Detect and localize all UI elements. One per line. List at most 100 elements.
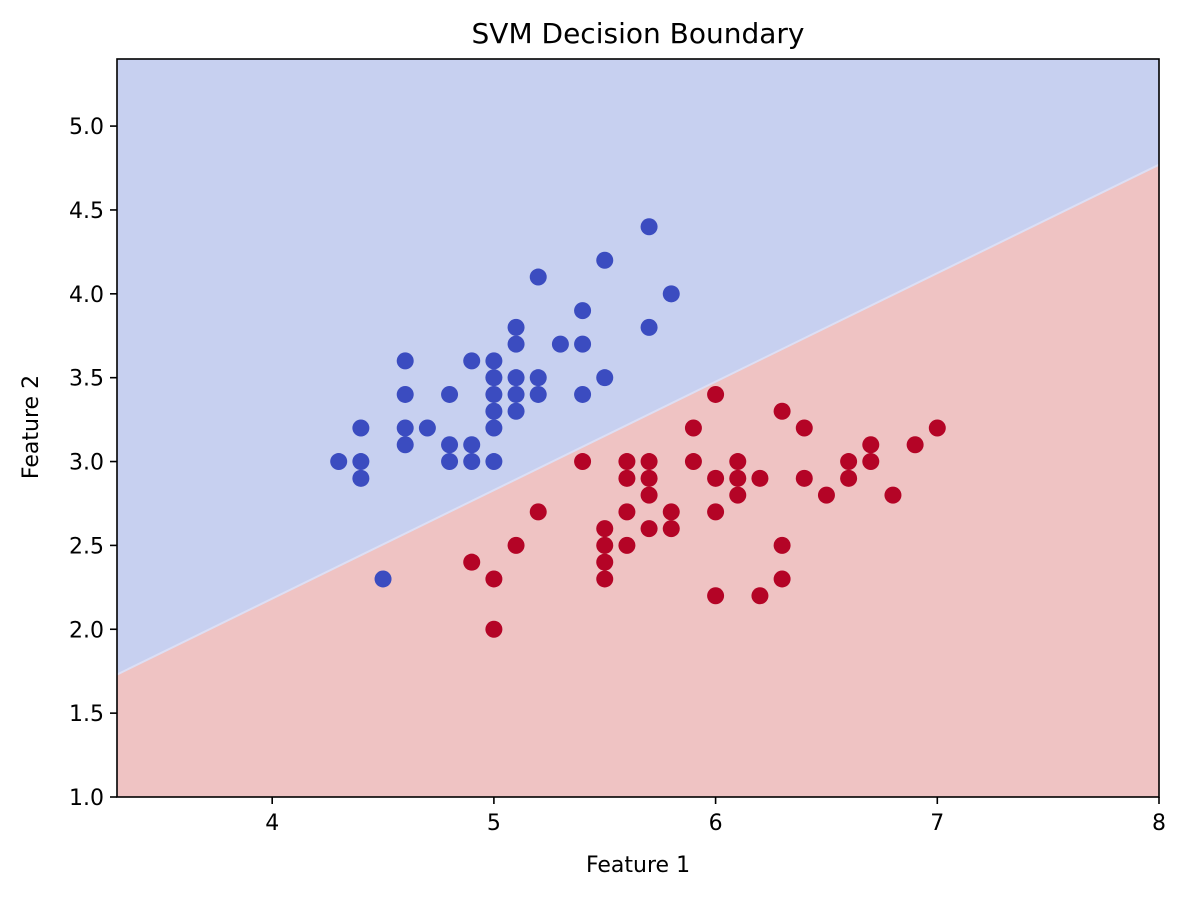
y-axis-label: Feature 2 (19, 375, 44, 479)
data-point-class-1 (352, 419, 370, 437)
data-point-class-2 (485, 620, 503, 638)
y-axis-ticks: 1.0 1.5 2.0 2.5 3.0 3.5 4.0 4.5 5.0 (69, 115, 117, 811)
data-points (330, 218, 946, 638)
data-point-class-1 (507, 369, 525, 387)
x-axis-label: Feature 1 (586, 853, 690, 878)
x-tick-label: 8 (1152, 811, 1166, 836)
data-point-class-2 (618, 503, 636, 521)
data-point-class-1 (640, 318, 658, 336)
data-point-class-1 (485, 453, 503, 471)
data-point-class-2 (618, 469, 636, 487)
data-point-class-2 (773, 536, 791, 554)
data-point-class-2 (507, 536, 525, 554)
data-point-class-1 (485, 352, 503, 370)
data-point-class-1 (551, 335, 569, 353)
data-point-class-2 (729, 453, 747, 471)
data-point-class-1 (640, 218, 658, 236)
data-point-class-2 (751, 469, 769, 487)
x-tick-label: 7 (930, 811, 944, 836)
data-point-class-1 (463, 352, 481, 370)
data-point-class-1 (441, 436, 459, 454)
data-point-class-2 (596, 520, 614, 538)
x-tick-label: 4 (265, 811, 279, 836)
plot-frame (116, 58, 1160, 798)
data-point-class-2 (485, 570, 503, 588)
data-point-class-2 (662, 520, 680, 538)
data-point-class-1 (529, 385, 547, 403)
data-point-class-2 (529, 503, 547, 521)
y-tick-label: 1.5 (69, 702, 104, 727)
data-point-class-2 (662, 503, 680, 521)
data-point-class-1 (507, 318, 525, 336)
data-point-class-1 (330, 453, 348, 471)
chart-title: SVM Decision Boundary (472, 17, 805, 50)
data-point-class-1 (352, 453, 370, 471)
y-tick-label: 3.0 (69, 451, 104, 476)
data-point-class-1 (396, 352, 414, 370)
data-point-class-2 (840, 469, 858, 487)
y-tick-label: 2.0 (69, 618, 104, 643)
data-point-class-1 (529, 268, 547, 286)
data-point-class-2 (773, 570, 791, 588)
lower-decision-region (117, 164, 1159, 797)
data-point-class-2 (707, 469, 725, 487)
data-point-class-1 (596, 369, 614, 387)
data-point-class-1 (485, 369, 503, 387)
data-point-class-1 (574, 335, 592, 353)
y-tick-label: 1.0 (69, 786, 104, 811)
data-point-class-1 (396, 385, 414, 403)
data-point-class-1 (463, 436, 481, 454)
data-point-class-2 (751, 587, 769, 605)
y-tick-label: 3.5 (69, 367, 104, 392)
data-point-class-2 (884, 486, 902, 504)
data-point-class-1 (507, 402, 525, 420)
data-point-class-1 (418, 419, 436, 437)
data-point-class-2 (928, 419, 946, 437)
data-point-class-2 (618, 536, 636, 554)
x-axis-ticks: 4 5 6 7 8 (265, 797, 1166, 836)
data-point-class-1 (574, 385, 592, 403)
data-point-class-1 (507, 385, 525, 403)
y-tick-label: 4.0 (69, 283, 104, 308)
data-point-class-2 (817, 486, 835, 504)
data-point-class-2 (684, 453, 702, 471)
data-point-class-2 (729, 486, 747, 504)
data-point-class-2 (840, 453, 858, 471)
data-point-class-2 (707, 587, 725, 605)
data-point-class-2 (596, 553, 614, 571)
data-point-class-1 (485, 385, 503, 403)
data-point-class-2 (862, 436, 880, 454)
data-point-class-1 (441, 385, 459, 403)
upper-decision-region (117, 59, 1159, 675)
data-point-class-2 (574, 453, 592, 471)
data-point-class-1 (529, 369, 547, 387)
x-tick-label: 6 (709, 811, 723, 836)
data-point-class-1 (441, 453, 459, 471)
data-point-class-2 (618, 453, 636, 471)
data-point-class-2 (640, 453, 658, 471)
data-point-class-2 (640, 520, 658, 538)
data-point-class-1 (485, 402, 503, 420)
data-point-class-2 (463, 553, 481, 571)
data-point-class-2 (640, 469, 658, 487)
data-point-class-2 (862, 453, 880, 471)
data-point-class-1 (662, 285, 680, 303)
data-point-class-2 (773, 402, 791, 420)
data-point-class-2 (596, 536, 614, 554)
data-point-class-1 (352, 469, 370, 487)
data-point-class-1 (485, 419, 503, 437)
data-point-class-1 (507, 335, 525, 353)
data-point-class-1 (596, 251, 614, 269)
x-tick-label: 5 (487, 811, 501, 836)
data-point-class-2 (640, 486, 658, 504)
data-point-class-2 (707, 385, 725, 403)
data-point-class-2 (906, 436, 924, 454)
data-point-class-1 (396, 436, 414, 454)
data-point-class-2 (795, 419, 813, 437)
data-point-class-1 (396, 419, 414, 437)
data-point-class-2 (684, 419, 702, 437)
decision-boundary-line (116, 163, 1160, 676)
data-point-class-2 (596, 570, 614, 588)
y-tick-label: 2.5 (69, 534, 104, 559)
